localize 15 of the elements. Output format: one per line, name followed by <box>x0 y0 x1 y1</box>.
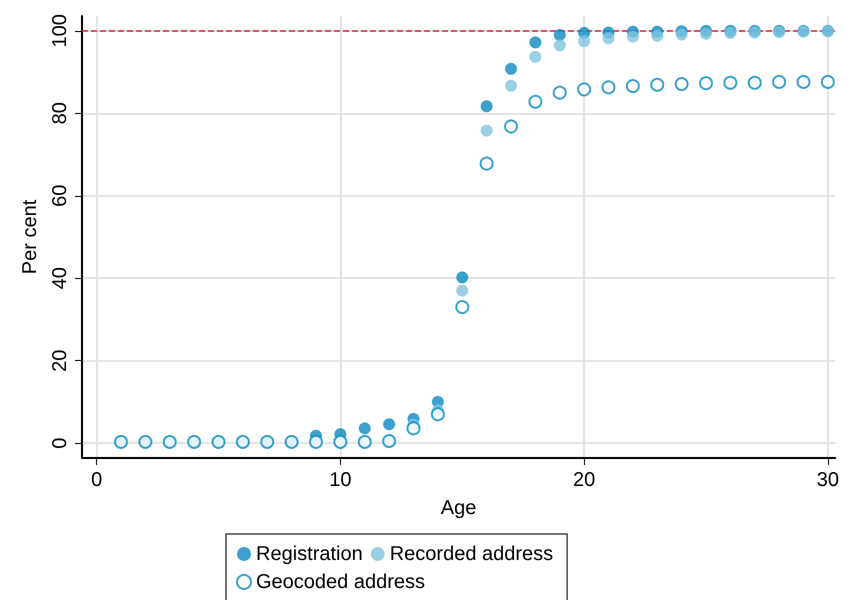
y-tick-label: 20 <box>49 350 71 372</box>
x-tick-label: 20 <box>573 469 596 491</box>
x-tick-label: 0 <box>91 469 102 491</box>
x-tick-label: 10 <box>329 469 352 491</box>
x-axis-title: Age <box>440 497 476 519</box>
y-axis-title: Per cent <box>19 199 41 274</box>
x-tick-label: 30 <box>816 469 839 491</box>
y-tick-label: 80 <box>49 102 71 124</box>
legend-label: Recorded address <box>390 543 554 565</box>
y-tick-label: 60 <box>49 184 71 207</box>
legend-label: Geocoded address <box>256 571 426 593</box>
y-tick-label: 40 <box>49 267 71 290</box>
y-tick-label: 0 <box>49 438 71 449</box>
legend-label: Registration <box>256 543 363 565</box>
y-tick-label: 100 <box>49 14 71 48</box>
